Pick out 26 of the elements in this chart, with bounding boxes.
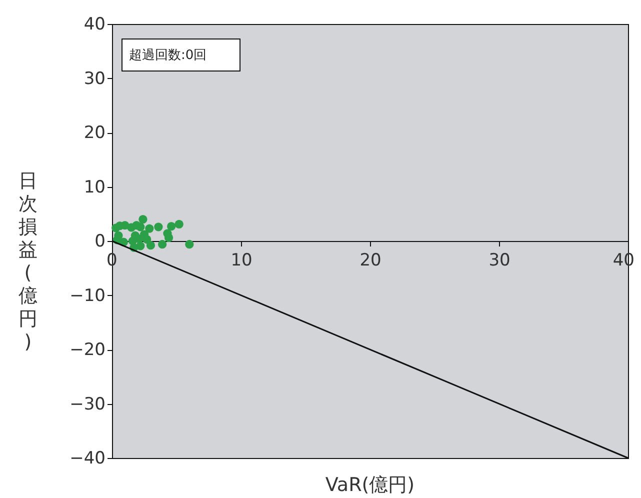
point [158,240,167,249]
x-tick-label: 20 [360,250,382,270]
y-tick-label: −40 [70,448,106,468]
y-tick-label: −30 [70,394,106,414]
y-tick-label: 20 [84,123,106,143]
point [167,222,176,231]
y-tick-label: 40 [84,14,106,34]
y-tick-label: −20 [70,340,106,360]
y-tick-label: 0 [94,232,106,252]
y-tick-label: −10 [70,286,106,306]
x-axis-title: VaR(億円) [325,474,415,496]
x-tick-label: 30 [488,250,510,270]
point [185,240,194,249]
point [174,220,184,229]
annotation: 超過回数:0回 [129,48,207,63]
point [154,222,163,232]
y-tick-label: 10 [84,177,106,198]
point [145,224,154,233]
point [163,229,172,238]
point [146,241,156,250]
point [132,220,141,230]
y-tick-label: 30 [84,68,106,89]
point [136,242,145,250]
x-tick-label: 10 [230,250,252,270]
y-axis-title: 日次損益(億円) [18,170,38,353]
point [138,214,148,224]
